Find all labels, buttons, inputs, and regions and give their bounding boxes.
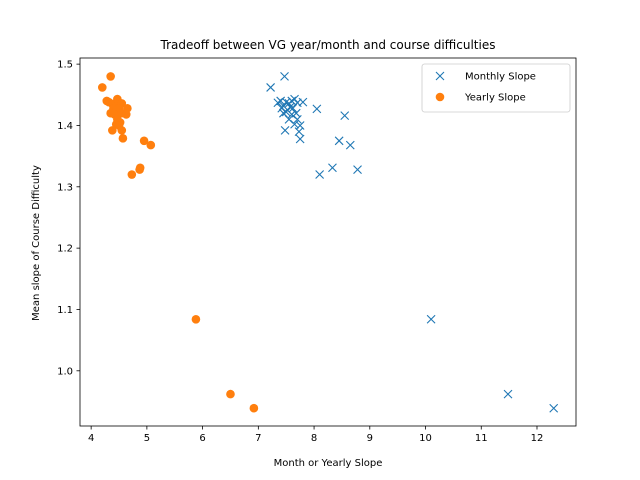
x-tick-label: 11 [475,433,488,444]
marker-stroke [295,121,305,130]
data-point [276,96,286,106]
marker-stroke [503,389,513,399]
marker-stroke [280,72,289,81]
data-point [345,140,355,150]
data-point [426,314,436,324]
data-point [118,134,128,143]
x-tick-label: 10 [419,433,432,444]
x-tick-label: 6 [199,433,205,444]
legend: Monthly Slope Yearly Slope [421,63,571,113]
y-tick-label: 1.5 [57,60,73,71]
data-point [139,136,149,146]
legend-frame [421,63,571,113]
marker-stroke [549,403,559,413]
data-point [290,94,299,104]
marker-stroke [288,103,298,113]
data-point [315,170,325,179]
data-point [298,97,308,107]
axes-frame [79,57,577,427]
data-point [281,107,291,117]
series-yearly-slope [97,72,259,413]
data-point [191,314,201,324]
y-axis-label: Mean slope of Course Difficulty [31,165,42,321]
marker-stroke [312,104,322,114]
data-point [290,119,299,129]
marker-stroke [340,111,350,121]
axes: 4 5 6 7 8 9 10 11 12 1.0 1.1 1.2 1.3 1.4 1.5 [57,57,577,444]
marker-stroke [292,98,302,108]
marker-stroke [315,170,325,179]
marker-stroke [353,165,362,175]
data-point [549,403,559,413]
marker-stroke [435,71,445,81]
data-point [226,389,235,399]
data-point [97,83,107,92]
marker-stroke [281,107,291,117]
y-tick-label: 1.0 [57,366,73,377]
data-point [280,125,290,135]
data-point [108,126,117,135]
legend-label: Yearly Slope [464,93,526,104]
marker-stroke [328,163,337,173]
marker-stroke [426,314,436,324]
data-point [106,72,115,81]
marker-stroke [334,136,344,146]
data-point [127,170,137,179]
marker-stroke [292,114,302,124]
chart-title: Tradeoff between VG year/month and cours… [160,38,496,52]
y-tick-label: 1.2 [57,244,73,255]
x-tick-label: 8 [311,433,317,444]
legend-marker [435,92,445,102]
marker-stroke [294,127,304,136]
x-tick-label: 9 [367,433,373,444]
legend-marker [435,71,445,81]
data-point [294,127,304,136]
data-point [266,83,275,92]
y-tick-label: 1.1 [57,305,73,316]
marker-stroke [345,140,355,150]
x-tick-label: 5 [144,433,150,444]
marker-stroke [281,97,291,107]
data-point [334,136,344,146]
data-point [121,110,131,119]
data-point [249,403,259,413]
marker-stroke [276,96,286,106]
legend-label: Monthly Slope [465,72,536,83]
marker-stroke [280,125,290,135]
data-point [277,103,287,113]
x-tick-label: 12 [531,433,544,444]
marker-stroke [298,97,308,107]
data-point [312,104,322,114]
marker-stroke [266,83,275,92]
y-tick-label: 1.3 [57,182,73,193]
x-tick-label: 7 [255,433,261,444]
marker-stroke [279,108,288,118]
marker-stroke [290,94,299,104]
data-point [146,140,156,150]
marker-stroke [277,103,287,113]
data-point [292,114,302,124]
plot-area [97,72,559,413]
x-axis-label: Month or Yearly Slope [274,458,383,469]
marker-stroke [284,114,294,124]
data-point [328,163,337,173]
data-point [340,111,350,121]
data-point [135,165,144,174]
series-monthly-slope [266,72,559,413]
x-tick-label: 4 [88,433,94,444]
data-point [353,165,362,175]
y-tick-label: 1.4 [57,121,73,132]
data-point [295,134,305,144]
data-point [503,389,513,399]
data-point [280,72,289,81]
marker-stroke [295,134,305,144]
data-point [117,126,127,135]
marker-stroke [290,119,299,129]
